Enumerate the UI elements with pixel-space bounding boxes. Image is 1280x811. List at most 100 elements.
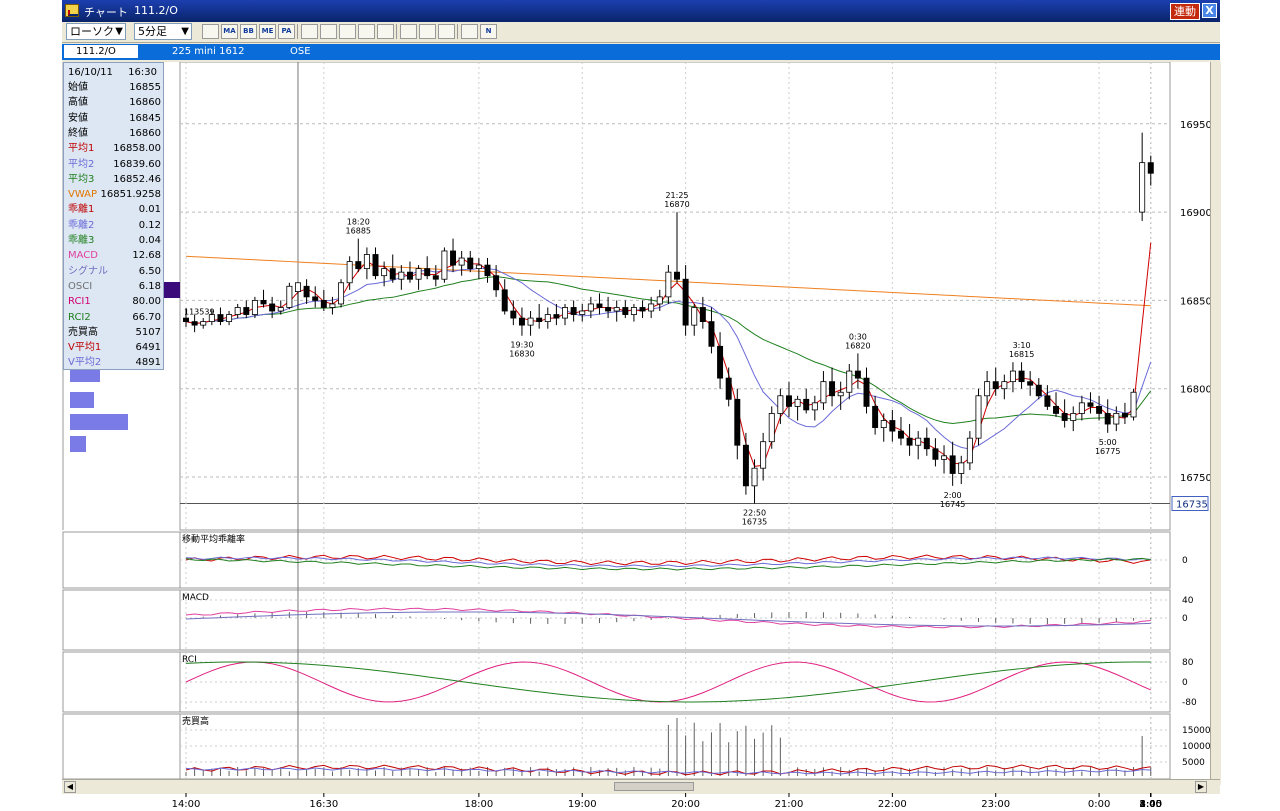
toolbar-separator	[396, 24, 398, 39]
annotation-time: 3:10	[1013, 341, 1031, 350]
candle-body	[932, 448, 939, 460]
vertical-scrollbar[interactable]	[1210, 62, 1221, 785]
calc-icon[interactable]	[358, 24, 375, 39]
data-window-label: V平均1	[68, 342, 102, 354]
annotation-time: 22:50	[743, 509, 766, 518]
sub-panel-tick: 15000	[1182, 726, 1210, 736]
close-icon[interactable]: X	[1202, 3, 1217, 18]
time-tick-label: 1:00	[1140, 799, 1162, 810]
candle-body	[674, 271, 680, 280]
candle-body	[975, 395, 982, 439]
settings-icon[interactable]	[461, 24, 478, 39]
candle-body	[1053, 405, 1060, 414]
interval-select[interactable]: 5分足 ▼	[134, 23, 192, 40]
candle-body	[717, 345, 724, 379]
volume-profile-bar	[70, 392, 94, 408]
candle-body	[872, 405, 879, 428]
candle-body	[562, 307, 569, 319]
data-window-row: 乖離3 0.04	[68, 233, 161, 248]
candle-body	[613, 307, 620, 312]
candle-body	[820, 381, 827, 404]
candle-body	[183, 317, 189, 323]
candle-body	[923, 437, 930, 450]
price-tick-label: 16950	[1180, 120, 1210, 131]
cursor-icon[interactable]	[419, 24, 436, 39]
scroll-left-icon[interactable]: ◀	[64, 781, 76, 793]
window-symbol: 111.2/O	[134, 4, 178, 17]
time-tick-label: 4:00	[1140, 799, 1162, 810]
current-price-box	[1171, 496, 1209, 512]
annotation-price: 16830	[509, 350, 534, 359]
main-plot-frame	[179, 61, 1171, 531]
chart-type-select[interactable]: ローソク ▼	[66, 23, 126, 40]
data-window-label: V平均2	[68, 357, 102, 369]
data-window-label: 乖離1	[68, 204, 95, 216]
time-tick-label: 16:30	[309, 799, 338, 810]
pa-icon[interactable]: PA	[278, 24, 295, 39]
time-axis: 14:00 16:30 18:00 19:00 20:00 21:00 22:00 23:00…	[172, 793, 1162, 810]
deviation1-line	[185, 554, 1151, 566]
candle-body	[381, 268, 388, 277]
zoom-icon[interactable]	[339, 24, 356, 39]
data-window-label: OSCI	[68, 280, 93, 292]
time-tick-label: 3:00	[1140, 799, 1162, 810]
chart-svg[interactable]: 16750 16800 16850 16900 16950 16735 18:2016885…	[62, 61, 1212, 780]
data-window-label: 高値	[68, 97, 88, 109]
candle-body	[1070, 413, 1077, 421]
bb-icon[interactable]: BB	[240, 24, 257, 39]
data-window-label: 乖離3	[68, 235, 95, 246]
scroll-right-icon[interactable]: ▶	[1195, 781, 1207, 793]
line-tool-icon[interactable]	[301, 24, 318, 39]
data-window-value: 16858.00	[113, 143, 161, 155]
fib-icon[interactable]	[320, 24, 337, 39]
candle-body	[467, 257, 474, 270]
chart-area[interactable]: 16750 16800 16850 16900 16950 16735 18:20 16885…	[62, 61, 1220, 811]
data-window-row: RCI1 80.00	[68, 294, 161, 309]
candle-body	[941, 455, 948, 460]
candle-body	[527, 317, 534, 326]
candle-body	[243, 307, 250, 315]
candle-body	[785, 395, 792, 407]
candle-body	[493, 275, 500, 291]
candle-body	[372, 254, 379, 277]
candle-body	[510, 310, 517, 319]
volume-profile-bar	[70, 436, 86, 452]
title-bar[interactable]: チャート 111.2/O 連動 X	[62, 0, 1220, 22]
candle-body	[648, 303, 655, 312]
ma-icon[interactable]: MA	[221, 24, 238, 39]
horizontal-scrollbar[interactable]: ◀ ▶	[62, 779, 1220, 794]
data-window-label: VWAP	[68, 189, 98, 201]
symbol-info-bar: 111.2/O 225 mini 1612 OSE	[62, 44, 1220, 60]
candle-body	[915, 437, 922, 446]
data-window-value: 16860	[129, 97, 161, 109]
rci2-line	[185, 661, 1151, 703]
candle-body	[984, 381, 991, 397]
time-tick-label: 20:00	[671, 799, 700, 810]
bar-chart-icon[interactable]	[202, 24, 219, 39]
chart-app-icon	[65, 4, 79, 17]
time-tick-label: 2:00	[1140, 799, 1162, 810]
mme-icon[interactable]: ME	[259, 24, 276, 39]
candle-body	[1104, 413, 1111, 425]
grid-icon[interactable]	[377, 24, 394, 39]
data-window-time: 16:30	[128, 67, 157, 78]
link-button[interactable]: 連動	[1170, 3, 1200, 20]
candle-body	[622, 307, 629, 315]
sub-panel-tick: 5000	[1182, 758, 1205, 768]
candle-body	[1027, 381, 1034, 386]
candle-body	[389, 268, 396, 280]
chevron-down-icon: ▼	[115, 26, 123, 37]
candle-body	[656, 296, 663, 305]
candle-body	[260, 300, 267, 305]
symbol-field[interactable]: 111.2/O	[64, 45, 138, 58]
pen-icon[interactable]	[400, 24, 417, 39]
eraser-icon[interactable]	[438, 24, 455, 39]
sub-panel-tick: 10000	[1182, 742, 1210, 752]
candle-body	[415, 268, 422, 280]
candle-body	[544, 314, 551, 323]
candle-body	[1096, 405, 1103, 414]
n-icon[interactable]: N	[480, 24, 497, 39]
candle-body	[501, 289, 508, 312]
candle-body	[906, 437, 913, 446]
scroll-thumb[interactable]	[614, 782, 694, 791]
